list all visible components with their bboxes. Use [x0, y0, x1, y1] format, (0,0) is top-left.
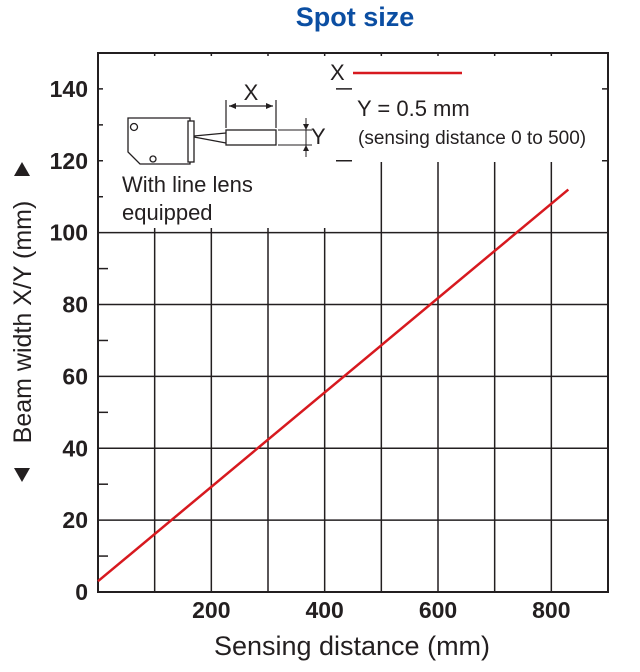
y-axis-arrow-up-icon: [14, 162, 30, 176]
x-tick-label: 600: [419, 597, 457, 623]
y-tick-label: 0: [75, 579, 88, 605]
sensor-lens-face: [187, 120, 195, 163]
y-axis-ticks: 0 20 40 60 80 100 120 140: [50, 76, 88, 605]
y-tick-label: 60: [62, 363, 88, 389]
dim-x-arrow-right: [266, 103, 273, 109]
beam-edge-top: [193, 132, 227, 137]
lens-note-line2: equipped: [122, 200, 213, 225]
beam-spot: [225, 129, 277, 146]
x-axis-ticks: 200 400 600 800: [192, 597, 570, 623]
x-tick-label: 200: [192, 597, 230, 623]
dim-y-label: Y: [311, 124, 326, 149]
y-axis-label: Beam width X/Y (mm): [9, 201, 37, 444]
y-tick-label: 20: [62, 507, 88, 533]
beam-edge-bottom: [193, 136, 227, 144]
series-layer: [97, 188, 570, 583]
chart-title: Spot size: [296, 2, 415, 32]
plot-frame: [97, 52, 609, 593]
x-tick-label: 400: [305, 597, 343, 623]
legend-series-x-label: X: [330, 60, 345, 85]
series-line-x: [97, 188, 570, 583]
x-axis-label: Sensing distance (mm): [214, 631, 490, 661]
y-tick-label: 100: [50, 220, 88, 246]
sensor-body: [127, 117, 191, 165]
y-tick-label: 80: [62, 292, 88, 318]
x-tick-label: 800: [532, 597, 570, 623]
dim-x-arrow-left: [229, 103, 236, 109]
dim-x-label: X: [244, 80, 259, 105]
legend-series-y-note: (sensing distance 0 to 500): [358, 128, 586, 149]
y-axis-arrow-down-icon: [14, 468, 30, 482]
y-tick-label: 40: [62, 435, 88, 461]
sensor-screw-bottom: [149, 155, 157, 163]
lens-note-line1: With line lens: [122, 172, 253, 197]
sensor-screw-top: [129, 122, 139, 132]
y-axis-title: Beam width X/Y (mm): [9, 162, 37, 482]
legend-series-y-label: Y = 0.5 mm: [357, 96, 470, 121]
y-tick-label: 140: [50, 76, 88, 102]
sensor-diagram: X Y With line lens equipped: [122, 80, 326, 225]
y-tick-label: 120: [50, 148, 88, 174]
